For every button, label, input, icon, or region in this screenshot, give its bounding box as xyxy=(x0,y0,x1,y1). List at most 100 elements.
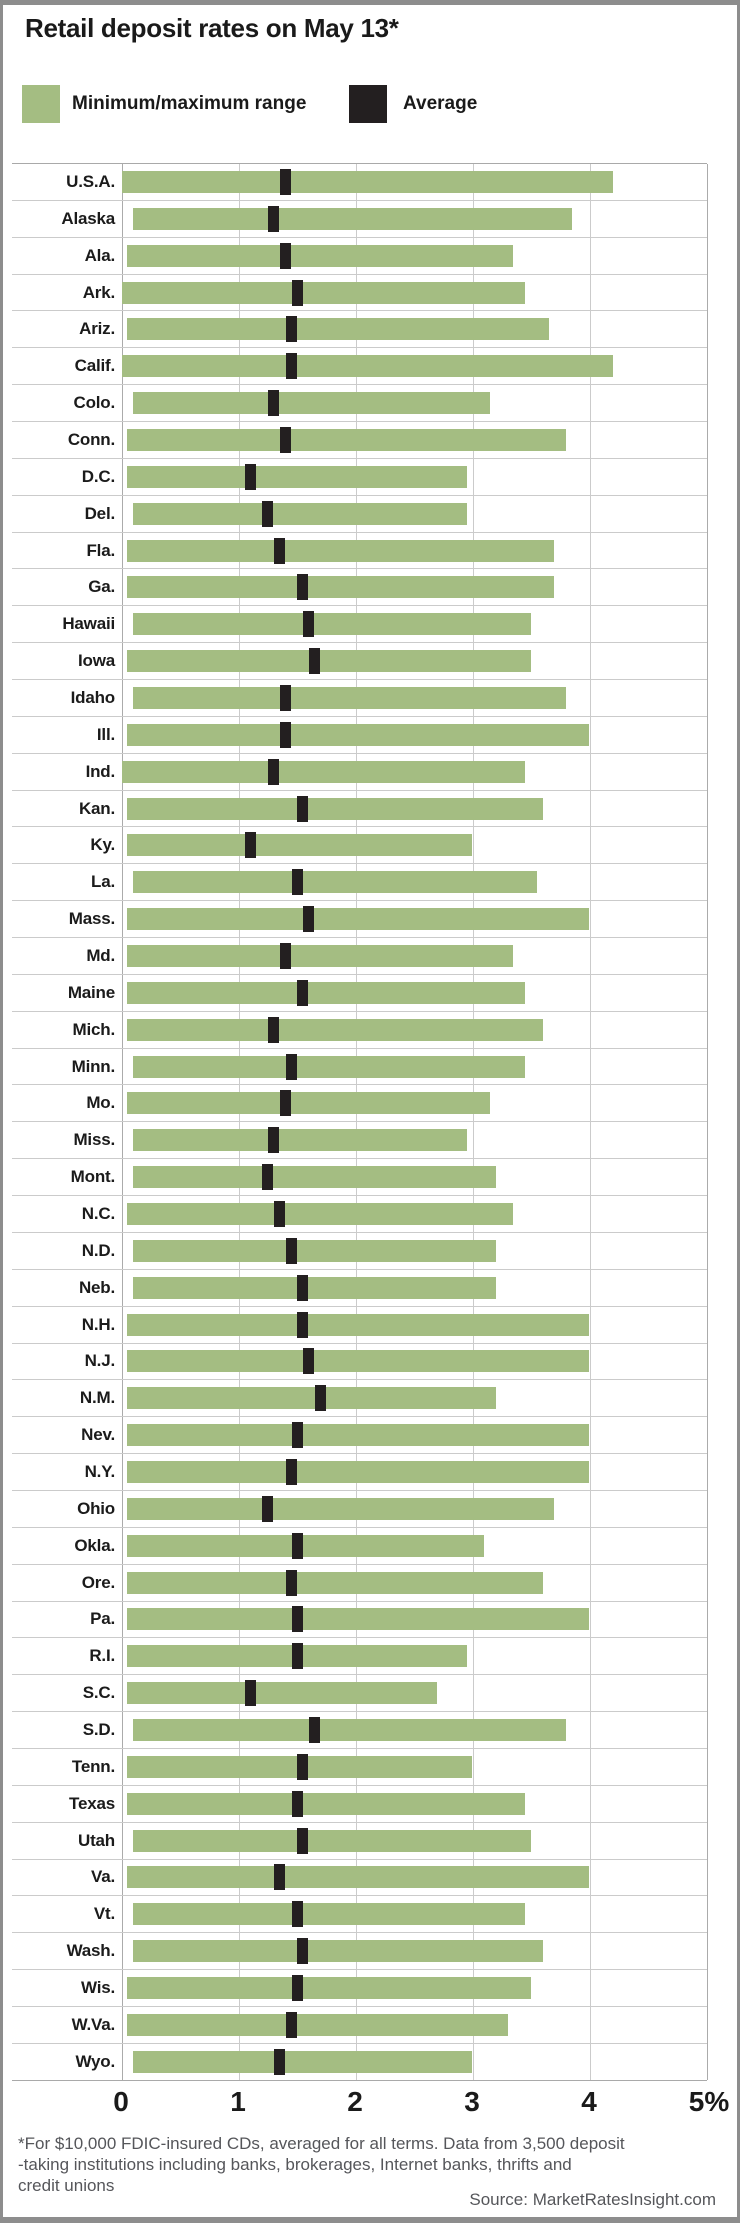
average-marker xyxy=(285,2011,297,2038)
chart-row: Mass. xyxy=(12,900,707,937)
row-label: N.Y. xyxy=(84,1462,116,1481)
axis-tick-4: 4 xyxy=(581,2086,597,2117)
row-label: Calif. xyxy=(74,356,116,376)
range-bar xyxy=(127,428,567,451)
average-marker xyxy=(291,1975,303,2002)
range-bar xyxy=(127,1497,555,1520)
range-bar xyxy=(133,1276,496,1299)
row-label: Fla. xyxy=(86,540,116,560)
chart-row: La. xyxy=(12,863,707,900)
chart-row: Va. xyxy=(12,1858,707,1896)
row-label: Wyo. xyxy=(75,2051,115,2071)
chart-row: Ind. xyxy=(12,752,707,790)
chart-row: N.M. xyxy=(12,1379,707,1416)
axis-tick-5: 5% xyxy=(688,2086,730,2117)
row-label: Neb. xyxy=(78,1277,115,1297)
chart-row: Miss. xyxy=(12,1121,707,1158)
chart-row: N.D. xyxy=(12,1231,707,1269)
chart-row: Ky. xyxy=(12,826,707,863)
average-marker xyxy=(268,390,280,417)
range-bar xyxy=(127,1387,496,1410)
chart-row: Mo. xyxy=(12,1084,707,1121)
average-marker xyxy=(314,1385,326,1412)
row-label: Alaska xyxy=(61,208,115,228)
range-bar xyxy=(127,1571,543,1594)
row-label: Ark. xyxy=(82,282,115,302)
row-label: Vt. xyxy=(93,1904,115,1924)
average-marker xyxy=(291,1532,303,1559)
chart-row: Mont. xyxy=(12,1158,707,1195)
chart-row: Fla. xyxy=(12,531,707,569)
range-bar xyxy=(121,760,526,783)
chart-row: U.S.A. xyxy=(12,164,707,200)
range-bar xyxy=(133,613,531,636)
average-marker xyxy=(285,1237,297,1264)
range-bar xyxy=(127,944,514,967)
average-marker xyxy=(291,1643,303,1670)
row-label: Colo. xyxy=(73,393,116,413)
average-marker xyxy=(297,1274,309,1301)
range-bar xyxy=(127,1424,590,1447)
row-label: Mich. xyxy=(72,1019,116,1039)
chart-row: Kan. xyxy=(12,789,707,827)
row-label: Conn. xyxy=(67,429,115,449)
chart-row: Maine xyxy=(12,973,707,1011)
axis-tick-0: 0 xyxy=(113,2086,129,2117)
chart-row: Minn. xyxy=(12,1047,707,1085)
row-label: N.J. xyxy=(84,1351,116,1371)
legend-average-label: Average xyxy=(403,93,478,114)
average-marker xyxy=(297,1938,309,1965)
average-marker xyxy=(273,1864,285,1891)
range-bar xyxy=(127,1350,590,1373)
range-bar xyxy=(127,797,543,820)
chart-row: Md. xyxy=(12,937,707,974)
average-marker xyxy=(285,316,297,343)
range-bar xyxy=(133,1129,467,1152)
range-bar xyxy=(127,1682,438,1705)
range-bar xyxy=(121,355,613,378)
average-marker xyxy=(285,1053,297,1080)
average-marker xyxy=(279,242,291,269)
average-marker xyxy=(303,906,315,933)
average-marker xyxy=(244,463,256,490)
row-label: Wash. xyxy=(66,1941,116,1961)
average-marker xyxy=(273,1200,285,1227)
average-marker xyxy=(244,1680,256,1707)
range-bar xyxy=(127,1018,543,1041)
row-label: Ohio xyxy=(77,1498,115,1518)
average-marker xyxy=(268,758,280,785)
row-label: Nev. xyxy=(81,1425,115,1445)
average-marker xyxy=(297,1311,309,1338)
row-label: Tenn. xyxy=(71,1756,115,1776)
average-marker xyxy=(309,648,321,675)
average-marker xyxy=(262,1495,274,1522)
chart-row: Conn. xyxy=(12,421,707,458)
average-marker xyxy=(297,979,309,1006)
chart-row: S.C. xyxy=(12,1674,707,1711)
range-bar xyxy=(127,244,514,267)
chart-row: D.C. xyxy=(12,457,707,495)
footnote: *For $10,000 FDIC-insured CDs, averaged … xyxy=(18,2134,625,2195)
range-bar xyxy=(133,1239,496,1262)
row-label: Okla. xyxy=(74,1535,115,1555)
axis-tick-3: 3 xyxy=(464,2086,480,2117)
average-marker xyxy=(279,684,291,711)
average-marker xyxy=(262,500,274,527)
row-label: Maine xyxy=(67,982,115,1002)
chart-row: W.Va. xyxy=(12,2005,707,2043)
average-marker xyxy=(268,1016,280,1043)
chart-row: Neb. xyxy=(12,1268,707,1306)
range-bar xyxy=(133,207,572,230)
row-label: Ill. xyxy=(96,724,115,744)
chart-row: Nev. xyxy=(12,1416,707,1453)
range-bar xyxy=(127,834,473,857)
average-marker xyxy=(279,942,291,969)
row-label: R.I. xyxy=(89,1646,115,1666)
row-label: N.M. xyxy=(79,1388,115,1408)
chart-row: Alaska xyxy=(12,199,707,237)
chart-row: Hawaii xyxy=(12,605,707,642)
row-label: Md. xyxy=(86,945,115,965)
range-bar xyxy=(121,170,613,193)
chart-row: N.C. xyxy=(12,1195,707,1232)
average-marker xyxy=(279,721,291,748)
